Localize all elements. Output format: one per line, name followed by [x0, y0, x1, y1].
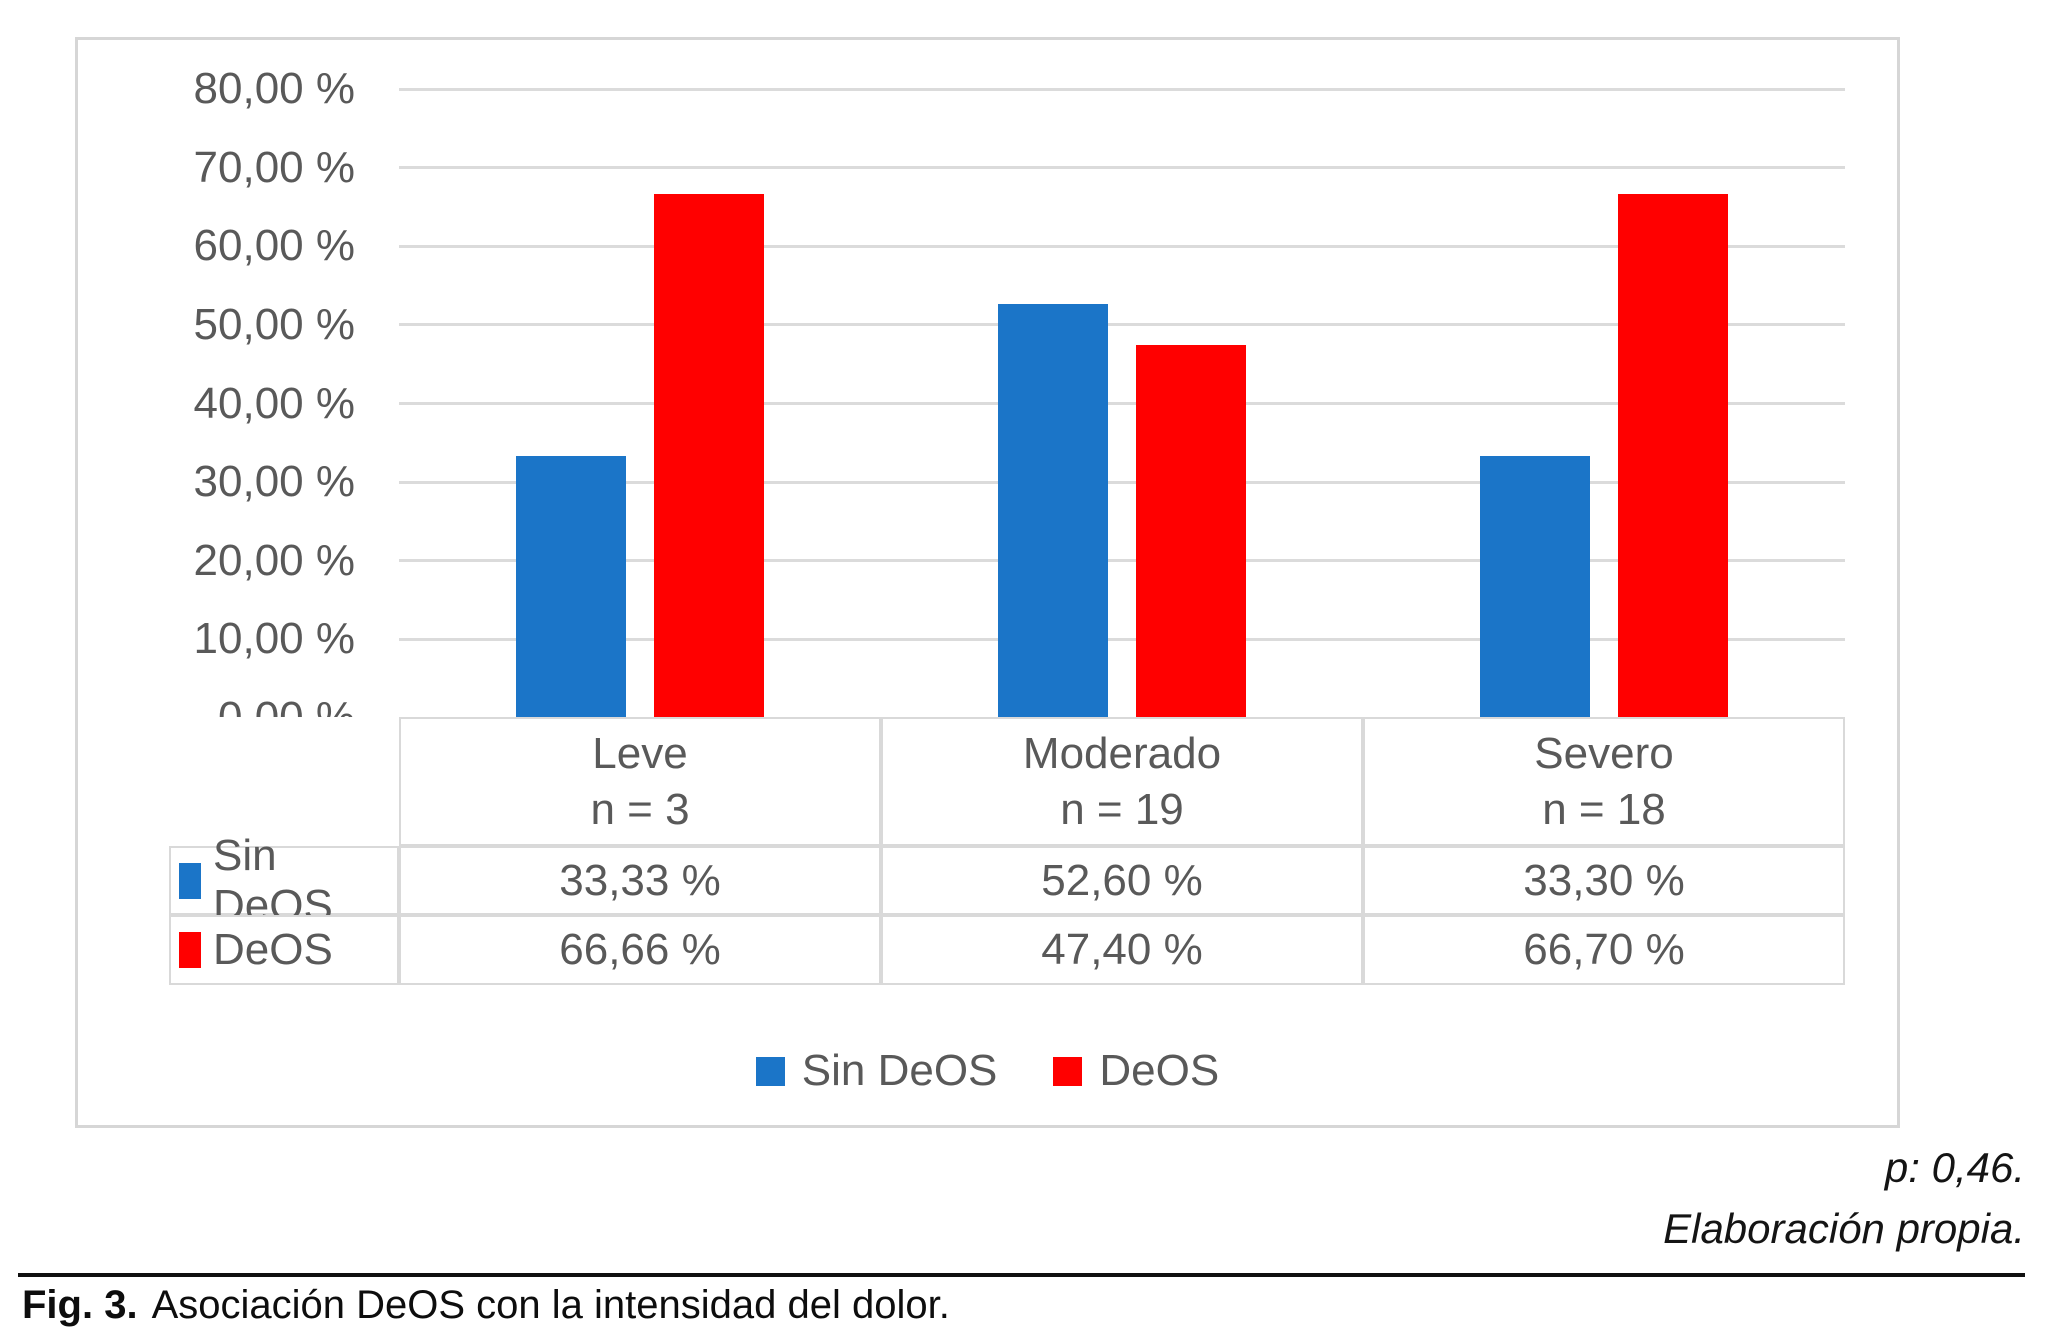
table-category-sublabel: n = 18	[1542, 784, 1666, 834]
legend-item-deos: DeOS	[1053, 1046, 1219, 1096]
legend-label-deos: DeOS	[1099, 1046, 1220, 1095]
table-corner-cell	[169, 717, 399, 846]
gridline-50	[399, 323, 1845, 327]
table-row-label-deos: DeOS	[169, 915, 399, 985]
bar-sin-deos-severo	[1480, 456, 1590, 718]
table-value-sin-deos-moderado: 52,60 %	[881, 846, 1363, 915]
caption-divider-rule	[18, 1273, 2025, 1277]
gridline-30	[399, 480, 1845, 484]
plot-area	[399, 87, 1845, 720]
y-axis-tick-label-30: 30,00 %	[193, 457, 355, 507]
table-header-cell-moderado: Moderado n = 19	[881, 717, 1363, 846]
table-category-label: Severo	[1534, 728, 1674, 778]
table-row-label-sin-deos: Sin DeOS	[169, 831, 399, 930]
table-header-cell-severo: Severo n = 18	[1363, 717, 1845, 846]
table-header-cell-leve: Leve n = 3	[399, 717, 881, 846]
table-value-sin-deos-severo: 33,30 %	[1363, 846, 1845, 915]
table-category-label: Moderado	[1022, 728, 1222, 778]
table-value-deos-leve: 66,66 %	[399, 915, 881, 985]
legend: Sin DeOS DeOS	[75, 1046, 1900, 1096]
gridline-40	[399, 402, 1845, 405]
gridline-70	[399, 166, 1845, 170]
source-note: Elaboración propia.	[1663, 1205, 2025, 1252]
table-category-sublabel: n = 3	[590, 784, 690, 834]
legend-swatch-sin-deos	[755, 1056, 785, 1086]
legend-swatch-deos	[1053, 1056, 1083, 1086]
y-axis-tick-label-70: 70,00 %	[193, 142, 355, 192]
legend-item-sin-deos: Sin DeOS	[755, 1046, 998, 1096]
table-value-deos-severo: 66,70 %	[1363, 915, 1845, 985]
chart-data-table: Leve n = 3 Moderado n = 19 Severo n = 18 Sin D…	[169, 717, 1845, 985]
gridline-60	[399, 244, 1845, 248]
legend-label-sin-deos: Sin DeOS	[801, 1046, 998, 1095]
table-category-sublabel: n = 19	[1060, 784, 1184, 834]
y-axis-tick-label-50: 50,00 %	[193, 299, 355, 349]
y-axis-tick-label-80: 80,00 %	[193, 64, 355, 113]
figure-caption: Fig. 3. Asociación DeOS con la intensidad…	[22, 1283, 950, 1328]
y-axis-tick-label-10: 10,00 %	[193, 614, 355, 664]
gridline-10	[399, 637, 1845, 641]
bar-sin-deos-leve	[516, 455, 626, 718]
bar-deos-leve	[654, 193, 764, 718]
gridline-20	[399, 559, 1845, 563]
caption-text: Asociación DeOS con la intensidad del do…	[151, 1283, 950, 1327]
caption-label: Fig. 3.	[22, 1283, 138, 1327]
series-key-swatch-deos	[179, 932, 201, 968]
bar-deos-moderado	[1136, 345, 1246, 718]
bar-sin-deos-moderado	[998, 304, 1108, 718]
y-axis-tick-label-60: 60,00 %	[193, 221, 355, 271]
table-category-label: Leve	[592, 728, 688, 778]
gridline-80	[399, 87, 1845, 91]
table-value-deos-moderado: 47,40 %	[881, 915, 1363, 985]
bar-deos-severo	[1618, 193, 1728, 718]
y-axis-tick-label-20: 20,00 %	[193, 535, 355, 585]
p-value-note: p: 0,46.	[1884, 1144, 2025, 1191]
table-value-sin-deos-leve: 33,33 %	[399, 846, 881, 915]
series-name-label: DeOS	[213, 925, 333, 974]
series-key-swatch-sin-deos	[179, 862, 201, 899]
y-axis-tick-label-40: 40,00 %	[193, 378, 355, 428]
